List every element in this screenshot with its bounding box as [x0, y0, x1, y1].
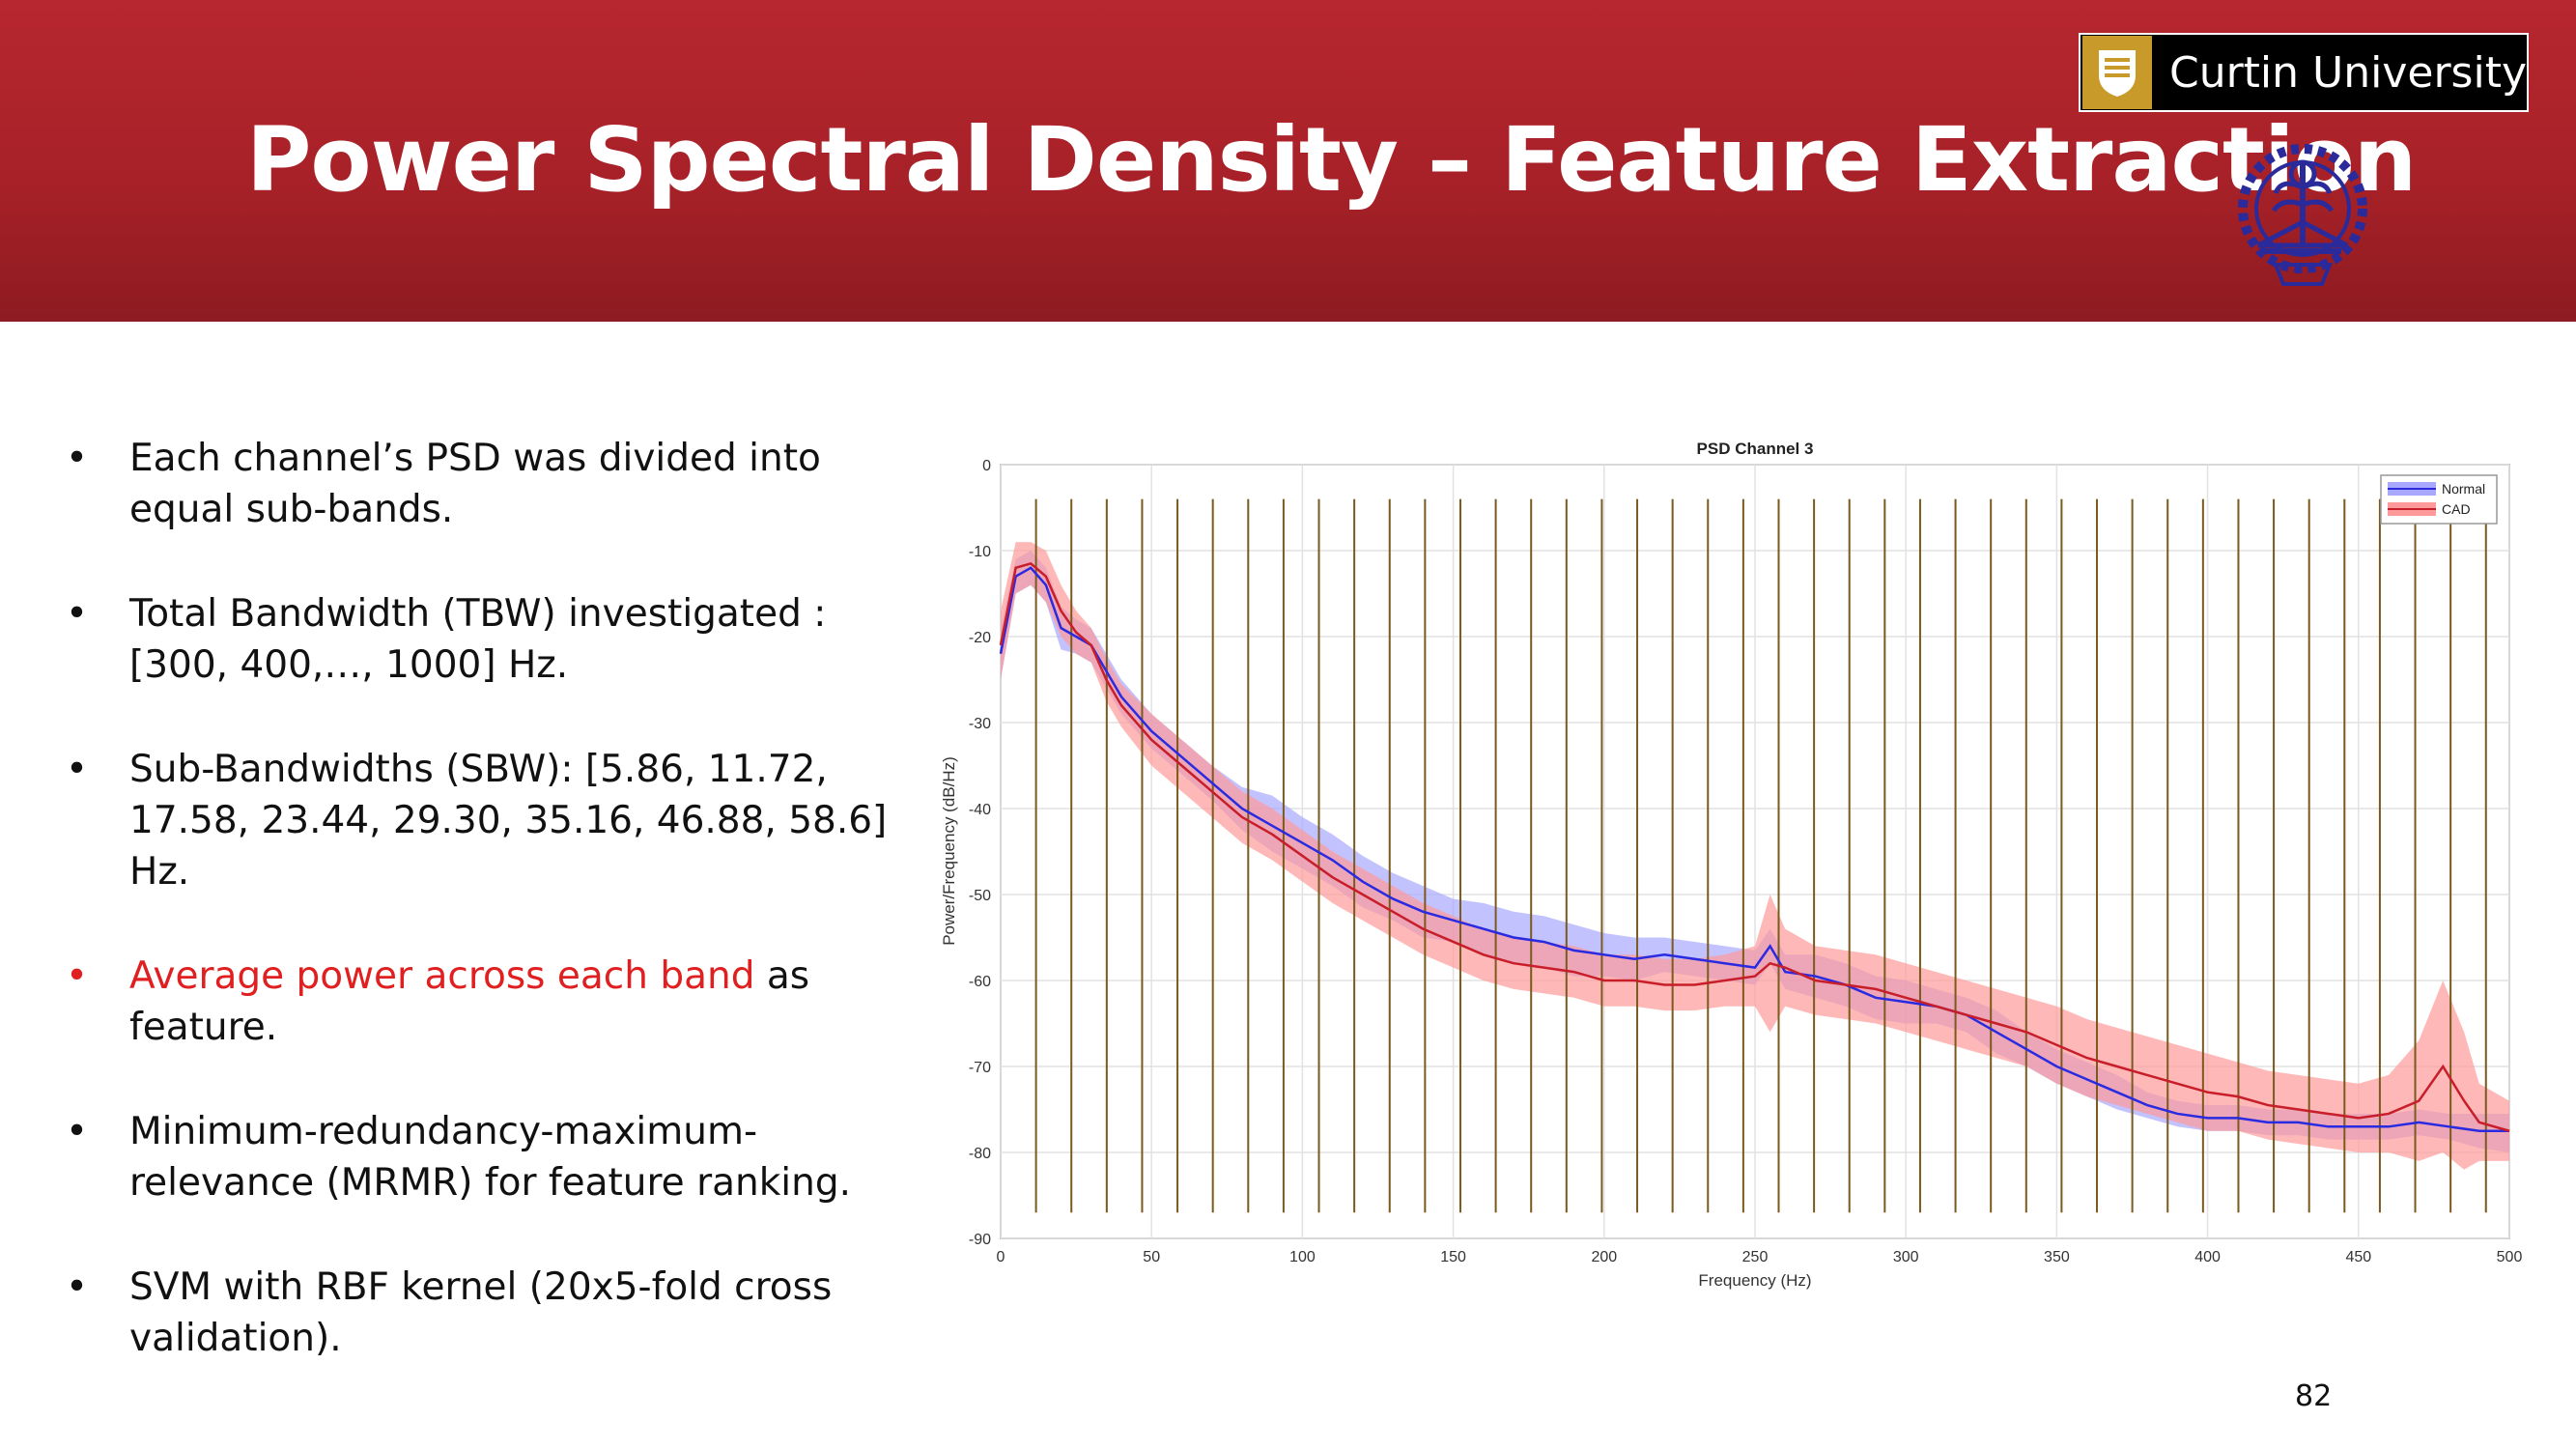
- bullet-item: • Sub-Bandwidths (SBW): [5.86, 11.72, 17.…: [66, 748, 888, 894]
- y-axis-label: Power/Frequency (dB/Hz): [940, 756, 958, 946]
- x-tick-label: 500: [2497, 1249, 2523, 1265]
- y-tick-label: -20: [969, 630, 991, 646]
- x-tick-label: 400: [2194, 1249, 2221, 1265]
- y-tick-label: -50: [969, 888, 991, 904]
- x-tick-label: 100: [1289, 1249, 1316, 1265]
- bullet-text: Minimum-redundancy-maximum-relevance (MR…: [129, 1110, 852, 1205]
- bullet-highlight-text: Average power across each band: [129, 954, 755, 998]
- y-tick-label: -60: [969, 974, 991, 990]
- bullet-item: • Average power across each band as featu…: [66, 954, 810, 1049]
- y-tick-label: -80: [969, 1146, 991, 1162]
- bullet-item: • Each channel’s PSD was divided into equ…: [66, 437, 821, 531]
- legend-label-normal: Normal: [2442, 481, 2485, 497]
- bullet-item: • Total Bandwidth (TBW) investigated : [3…: [66, 592, 827, 687]
- y-tick-label: -40: [969, 802, 991, 818]
- x-tick-label: 0: [997, 1249, 1005, 1265]
- bullet-item: • Minimum-redundancy-maximum-relevance (M…: [66, 1110, 852, 1205]
- curtin-shield-icon: [2082, 36, 2152, 109]
- y-tick-label: -10: [969, 544, 991, 560]
- bullet-text: SVM with RBF kernel (20x5-fold cross val…: [129, 1265, 833, 1360]
- bullet-text: as feature.: [129, 954, 810, 1049]
- x-axis-label: Frequency (Hz): [1698, 1271, 1811, 1290]
- x-tick-label: 450: [2345, 1249, 2371, 1265]
- bullet-text: Sub-Bandwidths (SBW): [5.86, 11.72, 17.5…: [129, 748, 888, 894]
- y-tick-label: -30: [969, 716, 991, 732]
- curtin-logo-text: Curtin University: [2168, 47, 2527, 98]
- series-line-normal: [999, 566, 2509, 1132]
- series-line-cad: [999, 561, 2510, 1132]
- bullet-text: Each channel’s PSD was divided into equa…: [129, 437, 821, 531]
- bullet-list: • Each channel’s PSD was divided into equ…: [62, 433, 892, 1417]
- x-tick-label: 200: [1591, 1249, 1617, 1265]
- chart-title: PSD Channel 3: [1697, 440, 1814, 458]
- x-tick-label: 350: [2044, 1249, 2070, 1265]
- x-tick-label: 300: [1893, 1249, 1919, 1265]
- legend: Normal CAD: [2380, 474, 2498, 525]
- x-tick-label: 150: [1440, 1249, 1466, 1265]
- psd-chart: 0 50 100 150 200 250 300 350 400 450 500 0 -10 -20 -30…: [940, 440, 2523, 1290]
- legend-label-cad: CAD: [2442, 501, 2471, 517]
- y-tick-label: -90: [969, 1232, 991, 1248]
- x-tick-label: 250: [1742, 1249, 1769, 1265]
- slide-title: Power Spectral Density – Feature Extract…: [246, 108, 2417, 212]
- curtin-university-logo: Curtin University: [2079, 33, 2529, 112]
- bullet-item: • SVM with RBF kernel (20x5-fold cross va…: [66, 1265, 833, 1360]
- x-tick-label: 50: [1143, 1249, 1160, 1265]
- page-number: 82: [2295, 1379, 2333, 1413]
- bullet-text: Total Bandwidth (TBW) investigated : [30…: [129, 592, 827, 687]
- y-tick-label: -70: [969, 1060, 991, 1076]
- institute-seal-icon: [2238, 144, 2367, 286]
- y-tick-label: 0: [982, 458, 991, 474]
